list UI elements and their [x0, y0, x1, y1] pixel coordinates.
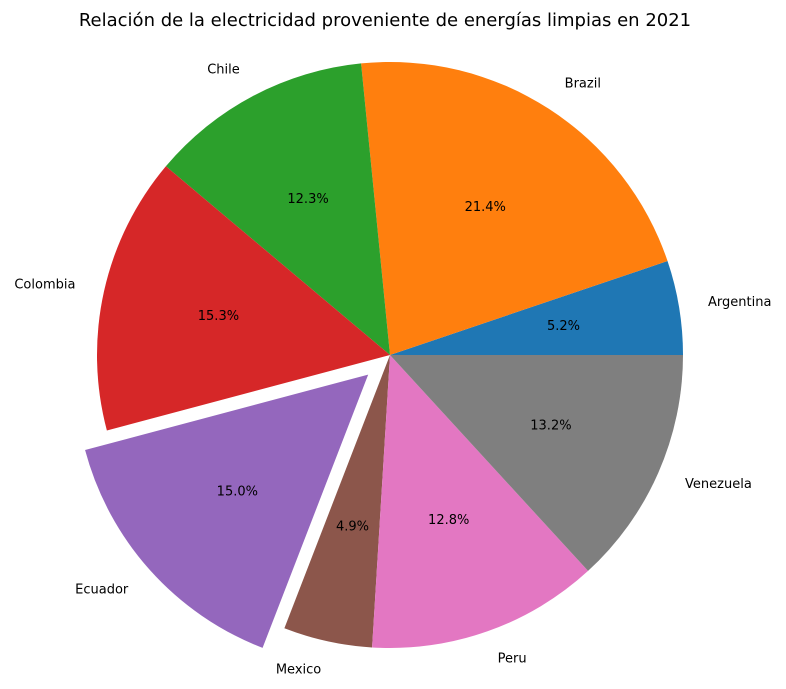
pie-slices: [85, 61, 683, 648]
pct-label-mexico: 4.9%: [336, 519, 369, 534]
slice-peru: [372, 355, 589, 648]
slice-brazil: [361, 61, 668, 355]
category-label-ecuador: Ecuador: [75, 582, 129, 597]
category-label-chile: Chile: [207, 62, 240, 77]
pct-label-peru: 12.8%: [428, 513, 469, 528]
slice-colombia: [97, 166, 391, 431]
category-label-peru: Peru: [498, 651, 527, 666]
slice-mexico: [284, 355, 390, 648]
category-label-brazil: Brazil: [565, 77, 601, 92]
pct-label-ecuador: 15.0%: [217, 484, 258, 499]
slice-chile: [165, 63, 390, 355]
category-label-argentina: Argentina: [708, 295, 771, 310]
slice-venezuela: [390, 355, 683, 571]
pct-label-venezuela: 13.2%: [530, 418, 571, 433]
pct-label-argentina: 5.2%: [547, 319, 580, 334]
slice-ecuador: [85, 374, 369, 648]
category-label-venezuela: Venezuela: [685, 477, 752, 492]
slice-argentina: [390, 261, 683, 355]
pie-labels: 5.2% Argentina 21.4% Brazil 12.3% Chile 15.3% C…: [14, 62, 771, 677]
category-label-colombia: Colombia: [14, 277, 75, 292]
pct-label-chile: 12.3%: [287, 192, 328, 207]
pct-label-colombia: 15.3%: [198, 309, 239, 324]
category-label-mexico: Mexico: [276, 662, 321, 677]
pct-label-brazil: 21.4%: [465, 200, 506, 215]
chart-title: Relación de la electricidad proveniente …: [79, 10, 691, 31]
